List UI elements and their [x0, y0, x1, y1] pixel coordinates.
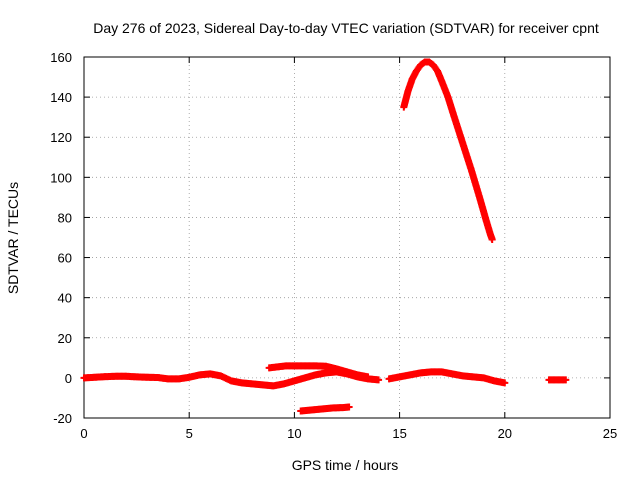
- data-point: [562, 376, 570, 384]
- x-tick-label: 25: [603, 426, 617, 441]
- data-point: [375, 376, 383, 384]
- plot-frame: [83, 56, 611, 419]
- y-tick-label: 100: [50, 170, 72, 185]
- axis-ticks: 0 5 10 15 20 25 -20 0 20 40 60 80 100 120 140 160: [50, 50, 617, 441]
- x-tick-label: 5: [186, 426, 193, 441]
- series-5: [400, 58, 496, 244]
- series-4: [545, 376, 570, 384]
- y-tick-label: 160: [50, 50, 72, 65]
- series-3: [297, 403, 353, 415]
- y-tick-label: 40: [58, 291, 72, 306]
- x-tick-label: 15: [392, 426, 406, 441]
- x-tick-label: 20: [498, 426, 512, 441]
- data-marks: [80, 58, 570, 415]
- y-tick-label: 20: [58, 331, 72, 346]
- y-tick-label: 120: [50, 130, 72, 145]
- data-point: [501, 379, 509, 387]
- series-1: [265, 362, 372, 381]
- y-tick-label: 0: [65, 371, 72, 386]
- y-tick-label: -20: [53, 411, 72, 426]
- data-point: [345, 403, 353, 411]
- chart-title: Day 276 of 2023, Sidereal Day-to-day VTE…: [93, 20, 599, 36]
- y-tick-label: 80: [58, 210, 72, 225]
- y-tick-label: 140: [50, 90, 72, 105]
- y-tick-label: 60: [58, 251, 72, 266]
- y-axis-label: SDTVAR / TECUs: [5, 182, 21, 294]
- data-point: [488, 236, 496, 244]
- x-axis-label: GPS time / hours: [292, 457, 399, 473]
- series-2: [385, 368, 509, 387]
- data-point: [364, 373, 372, 381]
- grid: [84, 57, 610, 418]
- x-tick-label: 0: [80, 426, 87, 441]
- x-tick-label: 10: [287, 426, 301, 441]
